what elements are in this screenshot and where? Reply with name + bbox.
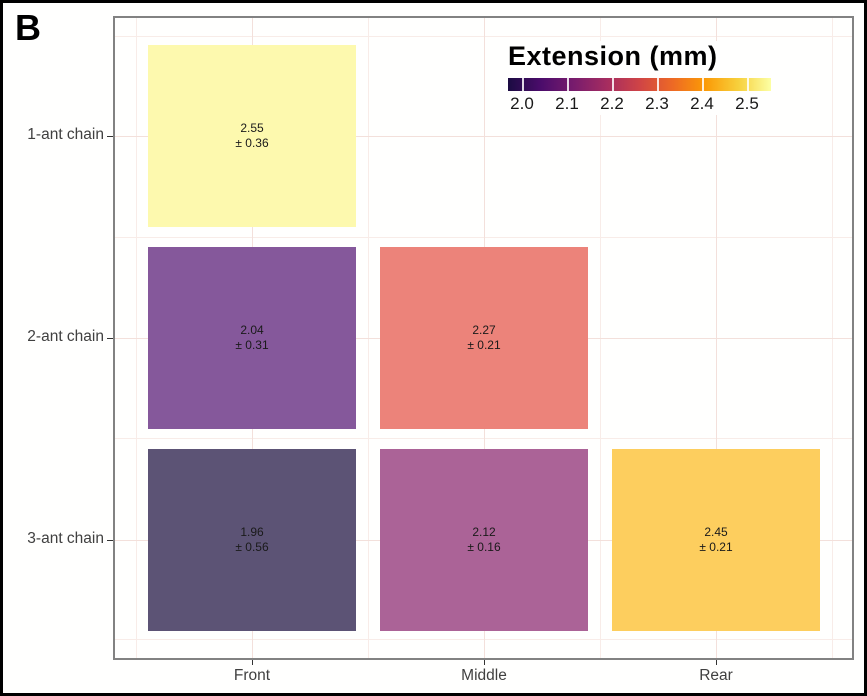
tile-sd-value: ± 0.31 [235,338,269,352]
legend-title: Extension (mm) [508,41,718,71]
tile-mean-value: 1.96 [240,524,264,539]
colorbar-tick-mark [522,78,524,91]
tile-mean-value: 2.12 [472,524,496,539]
x-axis-tick [715,660,717,665]
colorbar-tick-mark [747,78,749,91]
colorbar-tick-label: 2.5 [735,94,759,113]
y-tick-label: 1-ant chain [27,126,104,143]
y-tick-label: 3-ant chain [27,530,104,547]
colorbar-tick-mark [702,78,704,91]
heatmap-tile: 2.27 ± 0.21 [380,247,588,429]
x-tick-label: Middle [461,667,507,684]
y-axis-tick [107,337,113,339]
colorbar-legend: Extension (mm) 2.0 2.1 2.2 2.3 2.4 2.5 [501,41,789,115]
colorbar-tick-label: 2.1 [555,94,579,113]
x-tick-label: Front [233,667,271,684]
x-axis-tick [483,660,485,665]
tile-mean-value: 2.27 [472,322,496,337]
x-axis-tick [251,660,253,665]
colorbar-tick-mark [657,78,659,91]
colorbar-tick-mark [567,78,569,91]
y-axis-tick [107,135,113,137]
heatmap-tile: 2.55 ± 0.36 [148,45,356,227]
y-tick-label: 2-ant chain [27,328,104,345]
panel-label: B [15,7,41,48]
colorbar-tick-label: 2.4 [690,94,714,113]
heatmap-tile: 2.04 ± 0.31 [148,247,356,429]
tile-sd-value: ± 0.16 [467,540,501,554]
heatmap-tile: 2.12 ± 0.16 [380,449,588,631]
tile-sd-value: ± 0.21 [699,540,733,554]
colorbar-tick-label: 2.2 [600,94,624,113]
x-tick-label: Rear [699,667,733,684]
heatmap-tile: 1.96 ± 0.56 [148,449,356,631]
y-axis-tick [107,539,113,541]
tile-sd-value: ± 0.36 [235,136,269,150]
colorbar-tick-mark [612,78,614,91]
tile-sd-value: ± 0.56 [235,540,269,554]
tile-mean-value: 2.55 [240,120,264,135]
tile-sd-value: ± 0.21 [467,338,501,352]
colorbar-tick-label: 2.3 [645,94,669,113]
colorbar-tick-label: 2.0 [510,94,534,113]
grid-major-h [113,135,854,137]
heatmap-tile: 2.45 ± 0.21 [612,449,820,631]
tile-mean-value: 2.04 [240,322,264,337]
tile-mean-value: 2.45 [704,524,728,539]
panel-border [113,16,854,660]
colorbar-gradient [508,78,771,91]
